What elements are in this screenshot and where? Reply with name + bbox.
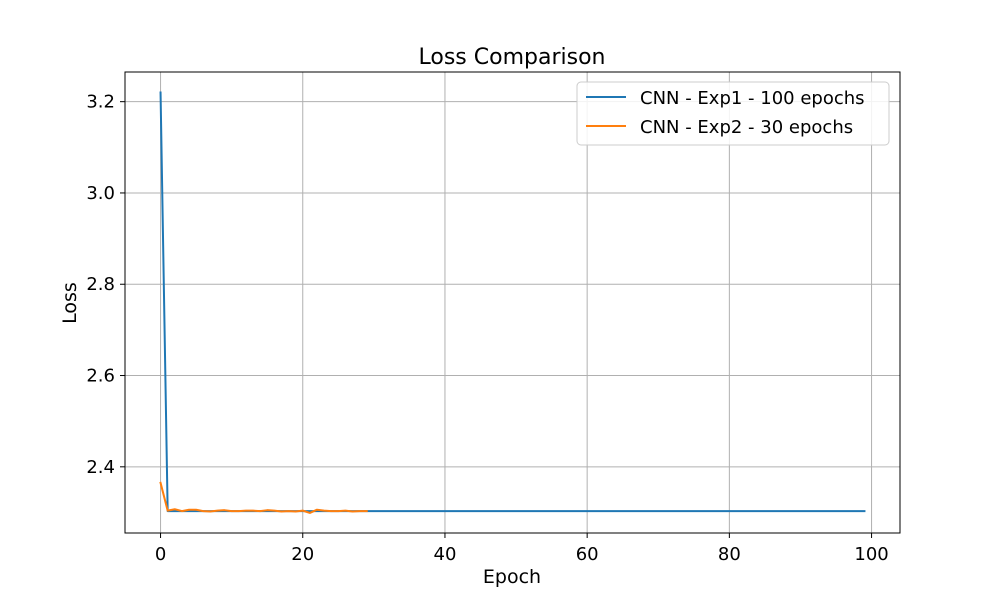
x-tick-label: 0 (155, 544, 166, 565)
y-tick-label: 2.4 (86, 457, 115, 478)
x-tick-label: 40 (434, 544, 457, 565)
axis-ticks: 0 20 40 60 80 100 2.4 2.6 2.8 3.0 3.2 (86, 92, 888, 565)
legend: CNN - Exp1 - 100 epochs CNN - Exp2 - 30 … (576, 81, 890, 146)
x-axis-label: Epoch (483, 566, 541, 588)
x-tick-label: 60 (576, 544, 599, 565)
y-tick-label: 3.0 (86, 183, 115, 204)
chart-title: Loss Comparison (419, 45, 606, 70)
x-tick-label: 80 (718, 544, 741, 565)
series-line-exp2 (159, 481, 368, 514)
legend-label-exp2: CNN - Exp2 - 30 epochs (640, 117, 853, 138)
y-tick-label: 2.8 (86, 274, 115, 295)
x-tick-label: 100 (854, 544, 888, 565)
x-tick-label: 20 (291, 544, 314, 565)
y-tick-label: 2.6 (86, 366, 115, 387)
plot-frame (124, 71, 901, 534)
y-tick-label: 3.2 (86, 92, 115, 113)
plot-lines (159, 91, 866, 514)
legend-box (576, 81, 890, 146)
legend-label-exp1: CNN - Exp1 - 100 epochs (640, 88, 865, 109)
y-axis-label: Loss (59, 282, 81, 324)
